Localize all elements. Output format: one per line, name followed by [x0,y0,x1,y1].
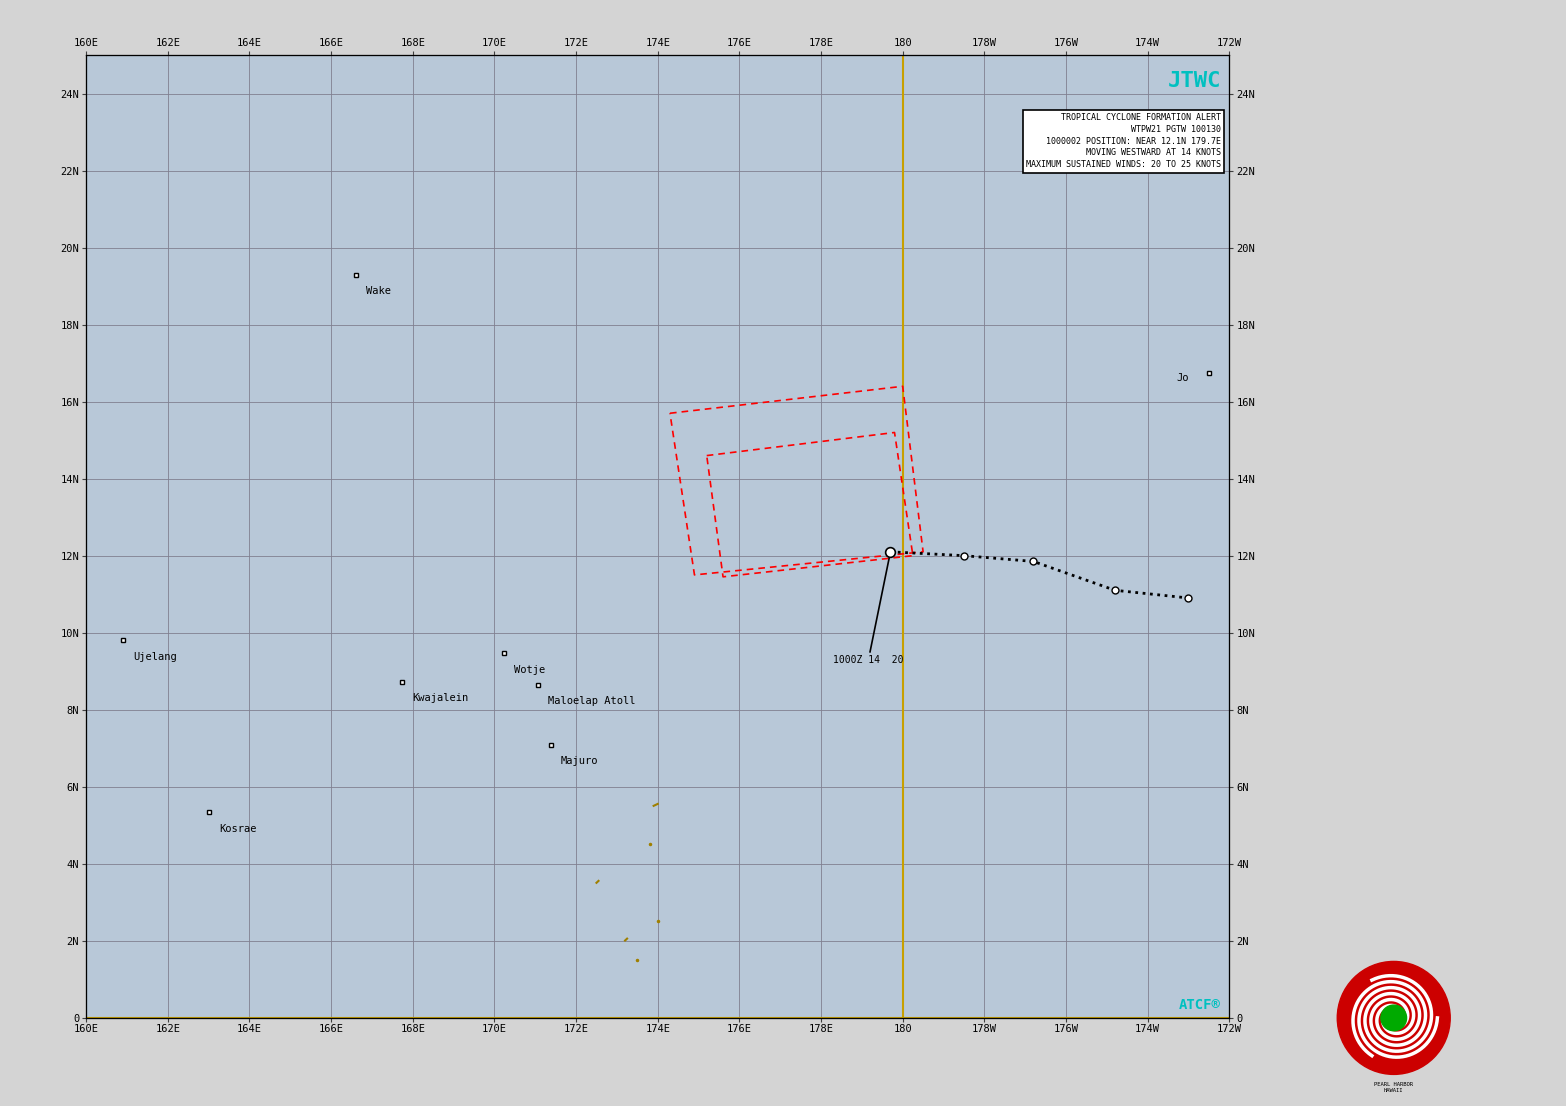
Text: Wake: Wake [366,286,392,296]
Text: TROPICAL CYCLONE FORMATION ALERT
WTPW21 PGTW 100130
1000002 POSITION: NEAR 12.1N: TROPICAL CYCLONE FORMATION ALERT WTPW21 … [1026,113,1221,169]
Text: Kwajalein: Kwajalein [412,693,468,703]
Text: 1000Z 14  20: 1000Z 14 20 [833,656,904,666]
Text: ATCF®: ATCF® [1179,998,1221,1012]
Text: Jo: Jo [1176,373,1189,383]
Circle shape [1337,961,1450,1074]
Text: Kosrae: Kosrae [219,824,257,834]
Text: Maloelap Atoll: Maloelap Atoll [548,696,636,706]
Text: Wotje: Wotje [514,665,545,675]
Circle shape [1381,1005,1406,1031]
Text: Majuro: Majuro [561,757,598,766]
Text: Ujelang: Ujelang [133,651,177,661]
Text: JTWC: JTWC [1168,71,1221,91]
Text: PEARL HARBOR
HAWAII: PEARL HARBOR HAWAII [1375,1082,1413,1093]
